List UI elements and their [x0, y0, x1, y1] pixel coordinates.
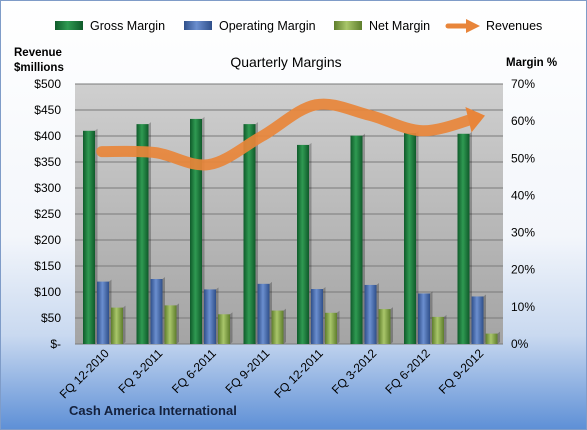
- bar-shadow: [230, 312, 233, 344]
- y-left-ticks: $- $50 $100 $150 $200 $250 $300 $350 $400 $450 $50…: [34, 77, 61, 351]
- bar-shadow: [95, 128, 98, 344]
- bar-gross-margin-fq-12-2011: [297, 144, 309, 344]
- bar-shadow: [109, 279, 112, 344]
- bar-operating-margin-fq-6-2011: [204, 289, 216, 344]
- bar-operating-margin-fq-9-2012: [471, 296, 484, 344]
- y-right-axis-title: Margin %: [506, 57, 557, 69]
- bar-shadow: [162, 277, 165, 344]
- bar-shadow: [376, 282, 379, 344]
- legend-swatch-operating-margin: [184, 21, 212, 30]
- y-right-tick-label: 70%: [511, 77, 535, 91]
- legend-label-net-margin: Net Margin: [369, 19, 430, 33]
- bar-shadow: [362, 133, 365, 344]
- bar-operating-margin-fq-3-2012: [364, 284, 377, 344]
- bar-operating-margin-fq-12-2011: [311, 289, 323, 344]
- bar-shadow: [469, 131, 472, 344]
- bar-shadow: [497, 331, 500, 344]
- bar-gross-margin-fq-9-2011: [243, 124, 256, 344]
- y-left-tick-label: $350: [34, 155, 61, 169]
- y-left-axis-title-line1: Revenue: [14, 47, 62, 59]
- bar-operating-margin-fq-12-2010: [97, 281, 109, 344]
- bar-shadow: [337, 310, 340, 344]
- bar-net-margin-fq-3-2011: [164, 305, 177, 344]
- bar-net-margin-fq-9-2012: [485, 333, 498, 344]
- y-left-tick-label: $-: [50, 337, 61, 351]
- y-right-tick-label: 20%: [511, 263, 535, 277]
- bar-shadow: [309, 142, 312, 344]
- y-right-tick-label: 60%: [511, 114, 535, 128]
- bar-net-margin-fq-9-2011: [271, 310, 284, 344]
- bar-net-margin-fq-12-2011: [325, 312, 337, 344]
- legend-swatch-net-margin: [334, 21, 362, 30]
- bar-shadow: [430, 291, 433, 344]
- legend-label-revenues: Revenues: [486, 19, 542, 33]
- bar-gross-margin-fq-9-2012: [457, 133, 470, 344]
- y-left-tick-label: $250: [34, 207, 61, 221]
- revenue-line-arrowhead: [465, 107, 485, 133]
- bar-shadow: [255, 122, 258, 344]
- bar-net-margin-fq-6-2011: [218, 314, 230, 344]
- y-left-tick-label: $50: [41, 311, 61, 325]
- y-left-tick-label: $300: [34, 181, 61, 195]
- legend-label-gross-margin: Gross Margin: [90, 19, 165, 33]
- y-left-tick-label: $400: [34, 129, 61, 143]
- bar-shadow: [216, 287, 219, 344]
- bar-shadow: [416, 131, 419, 344]
- bar-gross-margin-fq-6-2012: [404, 133, 416, 344]
- y-right-ticks: 0% 10% 20% 30% 40% 50% 60% 70%: [511, 77, 535, 351]
- y-left-tick-label: $150: [34, 259, 61, 273]
- legend-label-operating-margin: Operating Margin: [219, 19, 316, 33]
- bar-gross-margin-fq-3-2011: [136, 124, 149, 344]
- bar-shadow: [390, 307, 393, 344]
- y-right-tick-label: 50%: [511, 151, 535, 165]
- bar-gross-margin-fq-6-2011: [190, 118, 202, 345]
- bar-shadow: [176, 303, 179, 344]
- bar-gross-margin-fq-12-2010: [83, 130, 95, 344]
- bar-shadow: [444, 314, 447, 344]
- revenue-line: [96, 98, 482, 171]
- bar-operating-margin-fq-3-2011: [150, 279, 163, 344]
- company-name: Cash America International: [69, 403, 237, 418]
- bar-series: [83, 116, 500, 345]
- y-left-tick-label: $200: [34, 233, 61, 247]
- y-left-tick-label: $500: [34, 77, 61, 91]
- y-left-tick-label: $450: [34, 103, 61, 117]
- bar-gross-margin-fq-3-2012: [350, 135, 363, 344]
- y-left-tick-label: $100: [34, 285, 61, 299]
- bar-shadow: [123, 305, 126, 344]
- y-right-tick-label: 10%: [511, 300, 535, 314]
- revenue-line-series: [96, 98, 485, 171]
- bar-shadow: [269, 281, 272, 344]
- bar-shadow: [323, 287, 326, 344]
- y-right-tick-label: 30%: [511, 226, 535, 240]
- bar-shadow: [283, 308, 286, 344]
- bar-shadow: [148, 122, 151, 344]
- bar-operating-margin-fq-9-2011: [257, 283, 270, 344]
- bar-net-margin-fq-6-2012: [432, 316, 444, 344]
- bar-shadow: [202, 116, 205, 345]
- legend: Gross Margin Operating Margin Net Margin…: [55, 19, 542, 33]
- y-right-tick-label: 40%: [511, 188, 535, 202]
- y-right-tick-label: 0%: [511, 337, 529, 351]
- bar-operating-margin-fq-6-2012: [418, 293, 430, 344]
- legend-swatch-gross-margin: [55, 21, 83, 30]
- bar-net-margin-fq-3-2012: [378, 309, 391, 344]
- y-left-axis-title-line2: $millions: [14, 62, 64, 74]
- bar-net-margin-fq-12-2010: [111, 307, 123, 344]
- legend-swatch-revenues: [445, 19, 480, 33]
- bar-shadow: [483, 294, 486, 344]
- chart-title: Quarterly Margins: [230, 54, 341, 70]
